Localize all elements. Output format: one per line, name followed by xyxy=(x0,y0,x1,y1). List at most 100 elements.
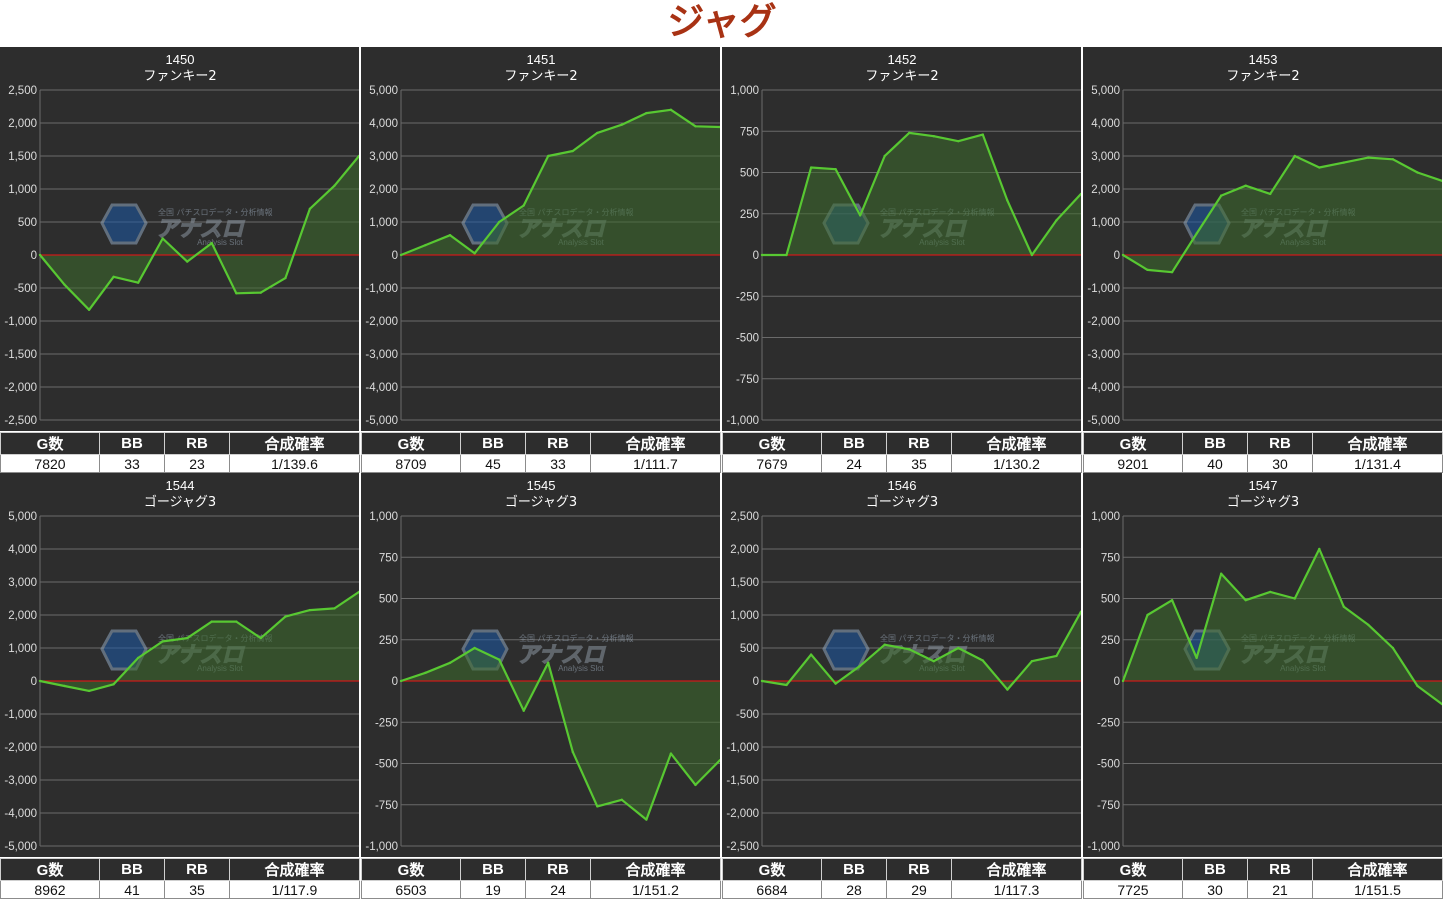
machine-panel: 1547 ゴージャグ3 1,000 750 500 250 0 -250 -500 -750 -1,… xyxy=(1083,473,1443,899)
y-tick-label: -3,000 xyxy=(365,349,398,361)
data-point xyxy=(210,620,213,623)
games-header: G数 xyxy=(361,858,461,881)
page-title: ジャグ xyxy=(667,0,777,43)
stats-value-row: 6503 19 24 1/151.2 xyxy=(361,880,721,899)
rb-header: RB xyxy=(886,432,952,455)
model-name: ゴージャグ3 xyxy=(1227,494,1299,510)
y-tick-label: -750 xyxy=(1097,800,1120,812)
data-point xyxy=(620,798,624,801)
y-tick-label: 2,000 xyxy=(8,610,37,622)
data-point xyxy=(136,281,140,284)
data-point xyxy=(1030,253,1034,257)
data-point xyxy=(186,260,189,263)
y-tick-label: -2,000 xyxy=(365,316,398,328)
data-point xyxy=(809,653,813,656)
y-tick-label: 1,000 xyxy=(730,85,759,97)
machine-panel: 1452 ファンキー2 1,000 750 500 250 0 -250 -500 -750 -1,… xyxy=(722,47,1082,473)
y-tick-label: 2,000 xyxy=(730,544,759,556)
data-point xyxy=(1030,660,1034,663)
y-tick-label: 5,000 xyxy=(8,511,37,523)
rb-value: 23 xyxy=(164,454,230,473)
y-tick-label: 2,000 xyxy=(8,118,37,130)
y-tick-label: -2,500 xyxy=(4,415,37,427)
data-point xyxy=(1318,166,1321,169)
y-tick-label: 0 xyxy=(31,676,37,688)
data-point xyxy=(1269,192,1272,196)
games-value: 7679 xyxy=(722,454,822,473)
data-point xyxy=(596,805,599,808)
stats-value-row: 8962 41 35 1/117.9 xyxy=(0,880,360,899)
rb-header: RB xyxy=(886,858,952,881)
slump-chart: 1450 ファンキー2 2,500 2,000 1,500 1,000 500 0 -500 -1… xyxy=(0,47,359,431)
data-point xyxy=(63,283,66,286)
rate-header: 合成確率 xyxy=(951,432,1082,455)
series-line xyxy=(400,108,720,257)
y-tick-label: 1,000 xyxy=(8,643,37,655)
machine-panel: 1545 ゴージャグ3 1,000 750 500 250 0 -250 -500 -750 -1,… xyxy=(361,473,721,899)
y-tick-label: -1,000 xyxy=(726,742,759,754)
stats-table: G数 BB RB 合成確率 6684 28 29 1/117.3 xyxy=(722,858,1082,899)
y-tick-label: -2,000 xyxy=(726,808,759,820)
bb-value: 28 xyxy=(821,880,887,899)
y-tick-label: -250 xyxy=(375,717,398,729)
series-line xyxy=(1121,547,1442,705)
stats-header-row: G数 BB RB 合成確率 xyxy=(722,432,1082,455)
data-point xyxy=(1079,610,1081,613)
data-point xyxy=(1146,268,1149,272)
bb-header: BB xyxy=(460,858,526,881)
y-tick-label: -4,000 xyxy=(365,382,398,394)
bb-header: BB xyxy=(821,432,887,455)
y-tick-label: -4,000 xyxy=(1087,382,1120,394)
machine-number: 1545 xyxy=(527,478,556,493)
data-point xyxy=(399,679,403,683)
y-tick-label: 0 xyxy=(392,676,398,688)
data-point xyxy=(1006,688,1009,691)
y-tick-label: 250 xyxy=(740,209,759,221)
data-point xyxy=(645,818,648,821)
y-tick-label: 1,000 xyxy=(8,184,37,196)
watermark-tagline: Analysis Slot xyxy=(197,238,244,247)
data-point xyxy=(1342,605,1346,608)
rb-value: 33 xyxy=(525,454,591,473)
data-point xyxy=(333,184,336,187)
bb-value: 33 xyxy=(99,454,165,473)
y-tick-label: -1,000 xyxy=(365,841,398,853)
y-tick-label: 500 xyxy=(740,643,759,655)
data-point xyxy=(932,660,935,663)
y-tick-label: 750 xyxy=(379,552,398,564)
data-point xyxy=(1195,232,1198,235)
y-tick-label: 1,000 xyxy=(730,610,759,622)
games-header: G数 xyxy=(722,432,822,455)
data-point xyxy=(186,636,189,640)
games-header: G数 xyxy=(722,858,822,881)
rb-header: RB xyxy=(1247,432,1313,455)
data-point xyxy=(424,671,427,674)
rate-value: 1/130.2 xyxy=(951,454,1082,473)
y-tick-label: -2,000 xyxy=(1087,316,1120,328)
y-tick-label: -1,000 xyxy=(1087,283,1120,295)
model-name: ゴージャグ3 xyxy=(144,494,216,510)
stats-value-row: 7820 33 23 1/139.6 xyxy=(0,454,360,473)
y-tick-label: 0 xyxy=(753,250,759,262)
rate-header: 合成確率 xyxy=(1312,858,1443,881)
data-point xyxy=(645,111,648,115)
slump-chart: 1544 ゴージャグ3 5,000 4,000 3,000 2,000 1,000 0 -1,0… xyxy=(0,473,359,857)
machine-panel: 1546 ゴージャグ3 2,500 2,000 1,500 1,000 500 0 -500 -1… xyxy=(722,473,1082,899)
stats-header-row: G数 BB RB 合成確率 xyxy=(722,858,1082,881)
y-tick-label: 250 xyxy=(379,635,398,647)
data-point xyxy=(1440,702,1442,706)
data-point xyxy=(1293,154,1296,158)
rate-header: 合成確率 xyxy=(229,432,360,455)
data-point xyxy=(908,131,911,135)
data-point xyxy=(1079,192,1081,196)
series-area xyxy=(1123,549,1442,705)
data-point xyxy=(981,659,985,662)
data-point xyxy=(1121,253,1125,257)
data-point xyxy=(883,154,886,158)
model-name: ファンキー2 xyxy=(143,69,216,84)
rate-value: 1/151.2 xyxy=(590,880,721,899)
data-point xyxy=(473,646,476,650)
